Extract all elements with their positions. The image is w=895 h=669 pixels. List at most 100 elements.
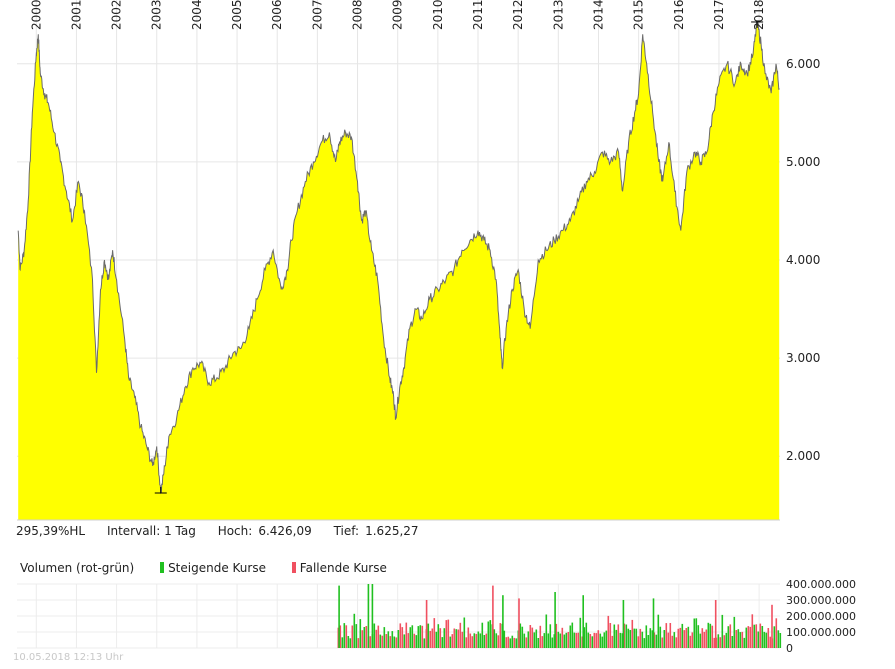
volume-bar bbox=[487, 621, 490, 648]
volume-bar bbox=[459, 622, 462, 648]
volume-bar bbox=[485, 633, 488, 648]
volume-bar bbox=[773, 626, 776, 648]
volume-bar bbox=[641, 631, 644, 648]
volume-bar bbox=[739, 632, 742, 648]
volume-bar bbox=[465, 637, 468, 648]
volume-bar bbox=[433, 618, 436, 648]
volume-bar bbox=[521, 626, 524, 648]
volume-bar bbox=[601, 636, 604, 648]
volume-bar bbox=[649, 628, 652, 648]
volume-bar bbox=[363, 627, 366, 648]
volume-bar bbox=[705, 629, 708, 648]
volume-bar bbox=[683, 630, 686, 648]
low-value: 1.625,27 bbox=[365, 524, 419, 538]
volume-bar bbox=[759, 623, 762, 648]
volume-bar bbox=[757, 631, 760, 648]
volume-bar bbox=[383, 627, 386, 648]
volume-bar bbox=[605, 630, 608, 648]
volume-bar bbox=[505, 637, 508, 648]
volume-bar bbox=[765, 632, 768, 648]
volume-bar bbox=[515, 638, 518, 648]
x-tick-label: 2002 bbox=[110, 0, 124, 30]
volume-bar bbox=[631, 619, 634, 648]
x-tick-label: 2013 bbox=[551, 0, 565, 30]
x-tick-label: 2006 bbox=[270, 0, 284, 30]
volume-bar bbox=[573, 632, 576, 648]
volume-peak-bar bbox=[714, 600, 717, 648]
volume-bar bbox=[489, 620, 492, 648]
volume-bar bbox=[495, 633, 498, 648]
volume-bar bbox=[681, 623, 684, 648]
volume-bar bbox=[457, 629, 460, 648]
volume-bar bbox=[479, 633, 482, 648]
rising-legend: Steigende Kurse bbox=[168, 561, 266, 575]
volume-bar bbox=[483, 635, 486, 648]
x-tick-label: 2004 bbox=[190, 0, 204, 30]
volume-bar bbox=[685, 628, 688, 648]
volume-bar bbox=[651, 630, 654, 648]
stats-bar: 295,39%HL Intervall: 1 Tag Hoch: 6.426,09… bbox=[16, 524, 437, 538]
volume-bar bbox=[571, 622, 574, 648]
volume-bar bbox=[349, 638, 352, 648]
volume-bar bbox=[741, 631, 744, 648]
volume-bar bbox=[561, 627, 564, 648]
volume-peak-bar bbox=[371, 584, 374, 648]
volume-bar bbox=[701, 628, 704, 648]
price-area bbox=[18, 20, 780, 520]
volume-bar bbox=[435, 631, 438, 648]
volume-bar bbox=[381, 635, 384, 648]
volume-peak-bar bbox=[582, 595, 584, 648]
volume-bar bbox=[645, 625, 648, 648]
volume-bar bbox=[359, 619, 362, 648]
volume-bar bbox=[413, 633, 416, 648]
timestamp: 10.05.2018 12:13 Uhr bbox=[13, 652, 124, 663]
volume-bar bbox=[719, 637, 722, 648]
volume-bar bbox=[697, 625, 700, 648]
volume-bar bbox=[589, 634, 592, 648]
volume-bar bbox=[403, 634, 406, 648]
volume-bar bbox=[339, 625, 342, 648]
volume-bar bbox=[541, 636, 544, 648]
volume-bar bbox=[523, 633, 526, 648]
volume-bar bbox=[375, 629, 378, 648]
x-tick-label: 2007 bbox=[310, 0, 324, 30]
volume-bar bbox=[539, 625, 542, 648]
volume-peak-bar bbox=[367, 584, 370, 648]
volume-bar bbox=[417, 626, 420, 648]
volume-bar bbox=[497, 635, 500, 648]
volume-bar bbox=[629, 630, 632, 648]
x-tick-label: 2018 bbox=[752, 0, 766, 30]
volume-bar bbox=[389, 636, 392, 648]
volume-bar bbox=[703, 631, 706, 648]
volume-bar bbox=[377, 625, 380, 648]
high-label: Hoch: bbox=[217, 524, 253, 538]
x-tick-label: 2015 bbox=[632, 0, 646, 30]
volume-peak-bar bbox=[425, 600, 428, 648]
interval-text: Intervall: 1 Tag bbox=[106, 524, 196, 538]
volume-bar bbox=[583, 627, 586, 648]
volume-bar bbox=[623, 623, 626, 648]
volume-bar bbox=[481, 622, 484, 648]
volume-bar bbox=[575, 632, 578, 648]
volume-bar bbox=[467, 627, 470, 648]
volume-bar bbox=[679, 627, 682, 648]
volume-tick-label: 100.000.000 bbox=[786, 626, 856, 639]
volume-bar bbox=[665, 623, 668, 648]
volume-bar bbox=[743, 637, 746, 648]
volume-bar bbox=[731, 636, 734, 648]
volume-bar bbox=[613, 624, 616, 648]
volume-bar bbox=[551, 637, 554, 648]
volume-bar bbox=[661, 637, 664, 648]
volume-bar bbox=[407, 633, 410, 648]
x-tick-label: 2016 bbox=[672, 0, 686, 30]
volume-bar bbox=[687, 626, 690, 648]
volume-bar bbox=[713, 637, 716, 648]
volume-bar bbox=[593, 632, 596, 648]
volume-peak-bar bbox=[492, 585, 494, 648]
volume-bar bbox=[437, 624, 440, 648]
volume-bar bbox=[385, 634, 388, 648]
volume-bar bbox=[451, 634, 454, 648]
volume-bar bbox=[723, 635, 726, 648]
volume-tick-label: 0 bbox=[786, 642, 793, 655]
